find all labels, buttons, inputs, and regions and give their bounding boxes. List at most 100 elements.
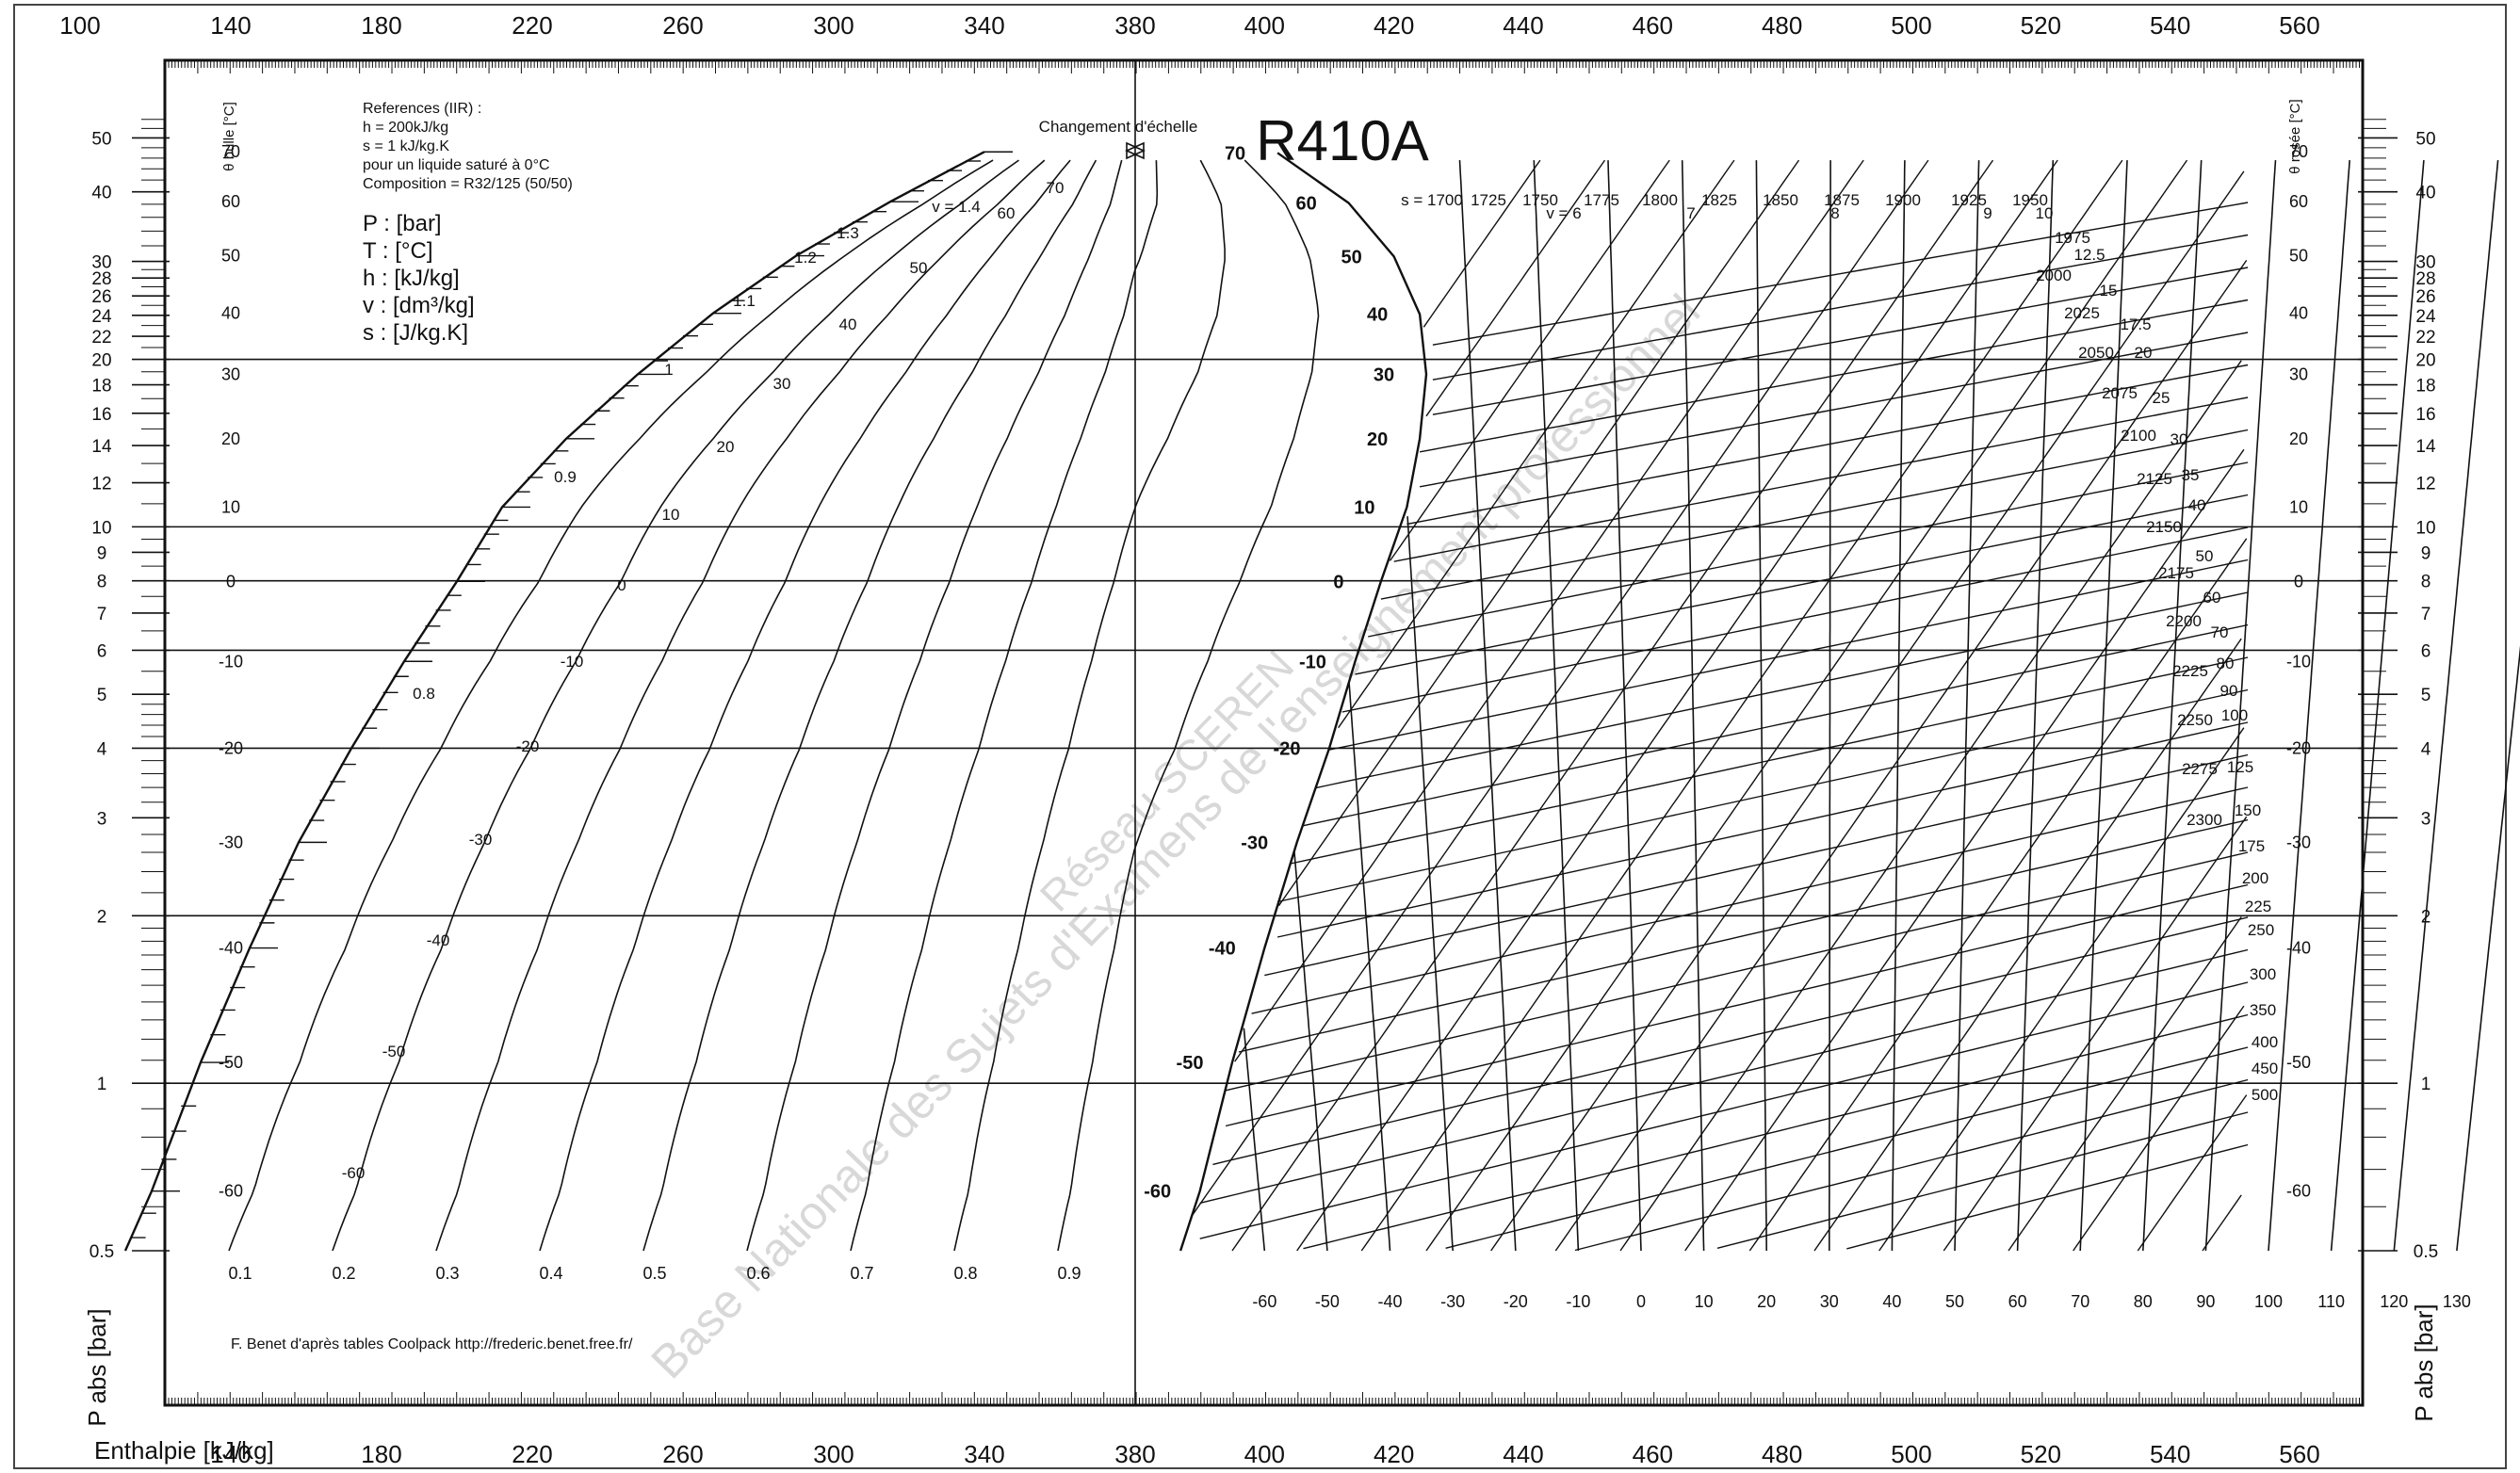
isentrope-line [1619, 360, 2242, 1252]
isentrope-label: 1900 [1885, 191, 1921, 209]
x-tick-label-bottom: 260 [662, 1440, 703, 1468]
isentrope-line [2137, 1094, 2248, 1252]
isochore-line [1846, 1143, 2249, 1250]
x-tick-label-bottom: 400 [1244, 1440, 1285, 1468]
scale-change-marker [1125, 141, 1146, 160]
isochore-label: 10 [2036, 204, 2054, 222]
y-tick-label-right: 16 [2415, 405, 2435, 425]
isentrope-line [1360, 159, 2123, 1252]
isentrope-label: 2050 [2078, 344, 2114, 362]
x-tick-label-top: 520 [2021, 11, 2061, 40]
isochore-label: 70 [2211, 623, 2229, 641]
isochore-line [1276, 688, 2249, 903]
isochore-label: 200 [2242, 869, 2268, 887]
dew-temp-label: 30 [1374, 364, 1394, 385]
vapor-isotherm-label: 50 [1945, 1292, 1964, 1311]
isentrope-line [1878, 727, 2245, 1252]
vapor-isotherm [2330, 160, 2425, 1252]
quality-label: 0.8 [953, 1264, 977, 1283]
y-tick-label-right: 7 [2421, 605, 2431, 624]
isentrope-line [1338, 159, 1735, 729]
isochore-line [1432, 202, 2249, 346]
isochore-line [1716, 1111, 2249, 1249]
y-tick-label-right: 24 [2415, 307, 2436, 327]
bubble-temp-tick: -30 [219, 833, 243, 851]
quality-line [850, 160, 1159, 1252]
isochore-label: 35 [2182, 466, 2200, 484]
x-tick-label-top: 460 [1633, 11, 1673, 40]
bubble-temp-tick: 50 [221, 247, 240, 266]
isochore-label: 400 [2252, 1033, 2278, 1051]
isochore-label: 175 [2238, 837, 2265, 855]
quality-label: 0.6 [746, 1264, 770, 1283]
isochore-label: 30 [2170, 430, 2188, 448]
liquid-temp-label: 10 [662, 506, 680, 524]
isochore-label: 40 [2188, 496, 2206, 514]
x-tick-label-bottom: 380 [1114, 1440, 1155, 1468]
y-tick-label-left: 3 [97, 809, 107, 829]
y-tick-label-left: 7 [97, 605, 107, 624]
vapor-isotherm [1458, 160, 1517, 1252]
scale-change-note: Changement d'échelle [1039, 118, 1198, 136]
isochore-line [1341, 526, 2249, 713]
x-tick-label-top: 340 [964, 11, 1004, 40]
dew-temp-tick: -40 [2286, 939, 2311, 958]
isentrope-line [1277, 159, 1800, 907]
y-tick-label-left: 18 [91, 377, 111, 397]
y-tick-label-left: 40 [91, 184, 111, 203]
vapor-isotherm-label: 70 [2071, 1292, 2089, 1311]
quality-label: 0.4 [539, 1264, 562, 1283]
dew-temp-label: 60 [1295, 194, 1316, 215]
quality-line [1057, 159, 1320, 1252]
isochore-line [1328, 558, 2249, 751]
right-temp-axis-label: θ rosée [°C] [2287, 99, 2303, 173]
vapor-isotherm-label: 90 [2196, 1292, 2215, 1311]
y-tick-label-left: 9 [97, 543, 107, 563]
isochore-label: 90 [2220, 682, 2238, 700]
isochore-line [1303, 623, 2249, 827]
isochore-label: 80 [2217, 655, 2235, 672]
isochore-line [1199, 948, 2249, 1205]
quality-label: 0.9 [1057, 1264, 1081, 1283]
isochore-line [1199, 981, 2249, 1239]
isochore-line [1316, 591, 2249, 789]
bubble-temp-tick: 70 [221, 142, 240, 161]
vapor-isotherm [1533, 160, 1580, 1252]
isentrope-line [1190, 159, 1929, 1218]
isochore-label: 7 [1686, 204, 1695, 222]
liquid-volume-label: 1.1 [733, 292, 756, 310]
y-tick-label-left: 26 [91, 287, 111, 307]
quality-line [539, 159, 1071, 1252]
x-tick-label-bottom: 500 [1891, 1440, 1931, 1468]
isentrope-label: 2075 [2102, 384, 2138, 402]
vapor-isotherm-label: 10 [1695, 1292, 1714, 1311]
liquid-temp-label: -10 [561, 653, 584, 671]
isentrope-line [1684, 448, 2245, 1252]
dew-temp-label: -30 [1241, 833, 1268, 853]
dew-temp-label: -20 [1274, 738, 1301, 759]
liquid-temp-label: 20 [717, 438, 735, 456]
isochore-line [1225, 883, 2249, 1127]
y-tick-label-right: 1 [2421, 1075, 2431, 1094]
isochore-label: 50 [2196, 547, 2214, 565]
isochore-line [1419, 332, 2249, 488]
unit-line: s : [J/kg.K] [363, 320, 468, 346]
y-tick-label-left: 2 [97, 907, 107, 927]
vapor-isotherm [1348, 683, 1391, 1252]
dew-temp-label: -60 [1144, 1182, 1171, 1203]
x-tick-label-bottom: 440 [1503, 1440, 1543, 1468]
vapor-isotherm-label: 20 [1757, 1292, 1776, 1311]
y-tick-label-right: 3 [2421, 809, 2431, 829]
dew-temp-tick: 50 [2289, 247, 2308, 266]
quality-line [746, 159, 1123, 1252]
vapor-isotherm [1681, 160, 1705, 1252]
isochore-line [1393, 397, 2249, 562]
isentrope-line [1943, 816, 2248, 1252]
vapor-isotherm [2016, 160, 2055, 1252]
liquid-temp-label: -40 [427, 931, 450, 949]
isochore-label: 225 [2245, 898, 2271, 915]
dew-temp-label: 70 [1225, 143, 1245, 164]
dew-temp-tick: 20 [2289, 429, 2308, 448]
x-tick-label-top: 540 [2150, 11, 2190, 40]
isochore-line [1406, 364, 2249, 526]
